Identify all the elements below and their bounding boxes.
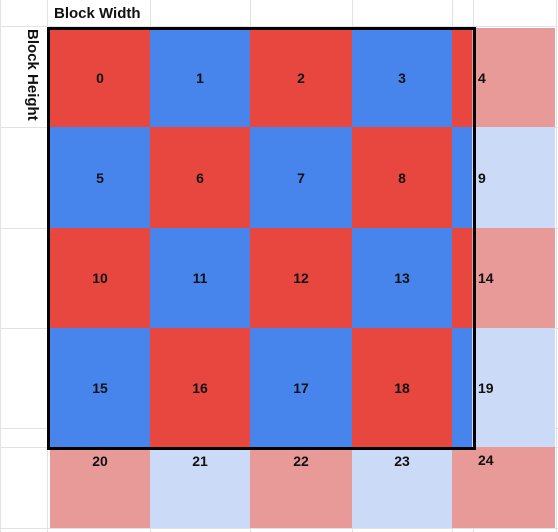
grid-cell [150,328,250,447]
cell-label: 13 [394,270,410,286]
block-overlap-strip [452,127,472,228]
grid-cell [250,127,352,228]
grid-cell [50,28,150,127]
cell-label: 5 [96,169,104,186]
grid-cell [352,28,452,127]
gridline [0,0,1,532]
cell-label: 3 [398,69,406,86]
block-width-label: Block Width [54,5,141,22]
grid-cell [50,328,150,447]
grid-cell [150,28,250,127]
cell-label: 4 [478,69,486,86]
cell-label: 8 [398,169,406,186]
cell-label: 0 [96,69,104,86]
grid-cell [250,228,352,328]
grid-cell [250,28,352,127]
cell-label: 24 [478,452,494,468]
cell-label: 14 [478,270,494,286]
grid-cell [452,447,555,528]
cell-label: 2 [297,69,305,86]
cell-label: 19 [478,379,494,396]
block-border [47,27,476,450]
grid-cell [352,328,452,447]
cell-label: 21 [192,453,208,469]
gridline [0,528,558,529]
grid-cell [250,447,352,528]
cell-label: 18 [394,379,410,396]
grid-cell [352,447,452,528]
grid-cell [250,328,352,447]
cell-label: 15 [92,379,108,396]
gridline [556,0,557,532]
block-overlap-strip [452,228,472,328]
cell-label: 12 [293,270,309,286]
gridline [0,26,558,27]
block-overlap-strip [452,28,472,127]
grid-cell [50,447,150,528]
grid-cell [150,127,250,228]
cell-label: 23 [394,453,410,469]
block-overlap-strip [452,328,472,447]
grid-cell [352,228,452,328]
cell-label: 22 [293,453,309,469]
block-height-label: Block Height [24,29,41,121]
cell-label: 10 [92,270,108,286]
grid-cell [352,127,452,228]
cell-label: 1 [196,69,204,86]
cell-label: 6 [196,169,204,186]
cell-label: 16 [192,379,208,396]
grid-cell [50,228,150,328]
grid-cell [50,127,150,228]
grid-cell [150,447,250,528]
cell-label: 11 [192,270,208,286]
cell-label: 20 [92,453,108,469]
grid-cell [150,228,250,328]
cell-label: 7 [297,169,305,186]
cell-label: 17 [293,379,309,396]
cell-label: 9 [478,169,486,186]
